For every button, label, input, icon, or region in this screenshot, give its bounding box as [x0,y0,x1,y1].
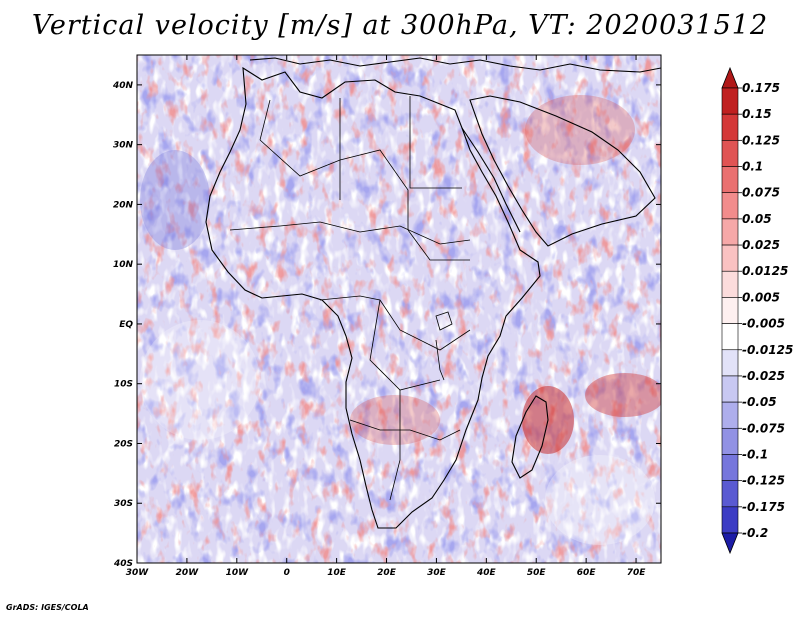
border-sudan [407,229,470,261]
lat-tick-label: 30S [114,499,133,509]
colorbar-segment [721,218,739,246]
lat-tick-label: 20N [113,200,134,210]
lake-tanganyika [435,339,445,381]
border-sahel [229,221,471,245]
colorbar-label: 0.1 [742,160,763,174]
updraft-region-southern-africa [350,395,440,445]
lon-tick-label: 0 [284,568,290,578]
border-south [349,419,461,441]
colorbar-label: -0.2 [742,526,768,540]
border-southern [389,390,401,501]
lake-victoria [435,311,453,331]
border-drc [369,299,441,391]
colorbar-label: 0.05 [742,212,772,226]
colorbar-label: 0.15 [742,107,772,121]
colorbar-segment [721,349,739,377]
border-central [319,295,471,351]
colorbar-label: -0.075 [742,421,785,435]
lon-tick-label: 40E [476,568,497,578]
lon-tick-label: 50E [527,568,547,578]
colorbar-segment [721,270,739,298]
colorbar-label: -0.1 [742,447,768,461]
lat-tick-label: 10S [114,380,133,390]
colorbar-label: 0.175 [742,81,780,95]
lon-tick-label: 60E [577,568,597,578]
colorbar-segment [721,297,739,324]
subsidence-region-east-atlantic [140,150,210,250]
lat-tick-label: 10N [113,260,134,270]
colorbar-segment [721,323,739,351]
lat-tick-label: 40S [113,559,133,569]
noise-red-layer [137,55,661,563]
lat-tick-label: EQ [119,320,133,330]
colorbar-label: -0.005 [742,317,785,331]
colorbar-label: -0.175 [742,500,785,514]
colorbar-segment [721,244,739,272]
subsidence-region-indian-ocean [545,455,655,545]
border-algeria [259,99,271,141]
lon-tick-label: 10E [327,568,347,578]
colorbar-segment [721,375,739,403]
colorbar-segment [721,401,739,429]
velocity-field [137,55,661,563]
colorbar-segment [721,427,739,455]
colorbar: 0.175 0.15 0.125 0.1 0.075 0.05 0.025 0.0125 0.0… [721,66,793,555]
africa-coastline [205,66,541,529]
grads-credit: GrADS: IGES/COLA [6,603,89,612]
border-sahara-north [259,139,409,230]
subsidence-region-south-atlantic [140,320,260,440]
colorbar-label: 0.025 [742,238,780,252]
lon-tick-label: 70E [627,568,647,578]
figure-title: Vertical velocity [m/s] at 300hPa, VT: 2… [31,10,769,41]
colorbar-segment [721,140,739,167]
border-egypt [409,96,462,189]
lon-tick-label: 20W [176,568,200,578]
colorbar-segment [721,480,739,508]
colorbar-label: -0.05 [742,395,777,409]
lat-tick-label: 20S [114,439,133,449]
madagascar-coastline [511,395,549,479]
lon-tick-label: 30E [427,568,447,578]
colorbar-label: 0.0125 [742,264,788,278]
colorbar-label: -0.025 [742,369,785,383]
colorbar-bottom-arrow [721,532,739,555]
red-sea [461,127,521,233]
updraft-region-southwest-indian-ocean [585,373,661,417]
colorbar-top-arrow [721,66,739,89]
colorbar-label: 0.125 [742,133,780,147]
lat-tick-label: 40N [112,81,134,91]
colorbar-segment [721,113,739,141]
colorbar-label: 0.005 [742,290,780,304]
colorbar-segment [721,87,739,115]
arabia-coastline [469,95,656,247]
map-frame [136,54,662,564]
colorbar-segment [721,166,739,194]
lon-tick-label: 30W [126,568,150,578]
colorbar-label: 0.075 [742,186,780,200]
lat-tick-label: 30N [113,141,134,151]
axis-ticks: 30W 20W 10W 0 10E 20E 30E 40E 50E 60E 70E 40N 30N 20N… [112,55,661,578]
updraft-region-arabia [525,95,635,165]
colorbar-segment [721,454,739,481]
coastlines [205,57,661,529]
country-borders [229,96,471,501]
colorbar-segment [721,192,739,220]
lon-tick-label: 20E [377,568,397,578]
colorbar-segment [721,506,739,534]
lon-tick-label: 10W [226,568,250,578]
europe-coastline [249,57,661,73]
colorbar-label: -0.0125 [742,343,793,357]
colorbar-label: -0.125 [742,474,785,488]
